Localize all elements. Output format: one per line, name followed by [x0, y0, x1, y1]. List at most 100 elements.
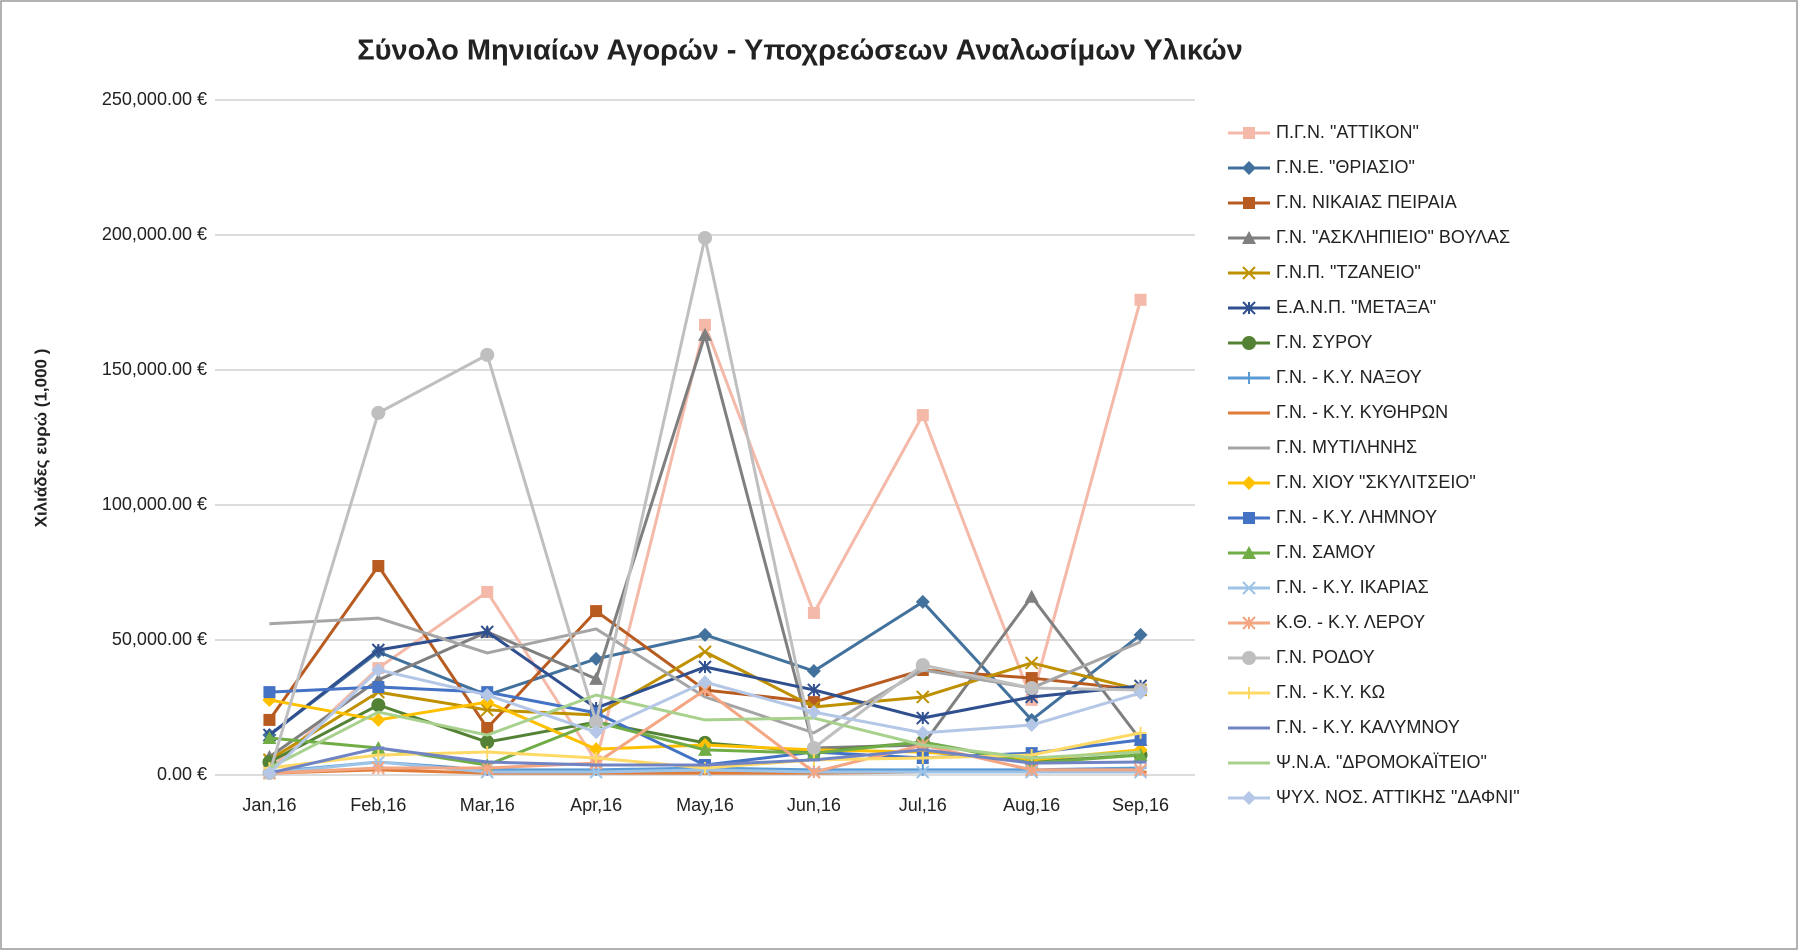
data-point [1133, 685, 1148, 700]
series-line [269, 616, 1142, 735]
data-point [806, 705, 821, 720]
legend-marker [1243, 372, 1255, 384]
data-point [371, 643, 386, 657]
data-point [372, 560, 385, 573]
data-point [806, 664, 821, 679]
legend-label: Γ.Ν. - Κ.Υ. ΝΑΞΟΥ [1276, 367, 1422, 387]
legend-label: Γ.Ν. - Κ.Υ. ΙΚΑΡΙΑΣ [1276, 577, 1429, 597]
x-tick-label: May,16 [676, 795, 734, 815]
y-tick-label: 250,000.00 € [102, 89, 207, 109]
data-point [807, 683, 821, 697]
chart-title: Σύνολο Μηνιαίων Αγορών - Υποχρεώσεων Ανα… [357, 35, 1243, 67]
legend-label: Ε.Α.Ν.Π. "ΜΕΤΑΞΑ" [1276, 297, 1436, 317]
legend-label: Γ.Ν. - Κ.Υ. ΚΥΘΗΡΩΝ [1276, 402, 1448, 422]
legend-marker [1243, 687, 1255, 699]
legend-marker [1242, 266, 1256, 280]
data-point [589, 725, 604, 740]
legend-marker [1242, 651, 1256, 665]
data-point [1024, 763, 1039, 777]
legend-marker [1242, 301, 1256, 315]
data-point [372, 749, 385, 762]
data-point [698, 645, 712, 659]
legend-marker [1242, 476, 1256, 490]
legend-marker [1243, 197, 1255, 209]
data-point [262, 766, 277, 781]
y-tick-label: 50,000.00 € [112, 629, 207, 649]
legend-label: Γ.Ν. ΜΥΤΙΛΗΝΗΣ [1276, 437, 1417, 457]
data-point [263, 686, 276, 699]
data-point [480, 703, 494, 717]
data-point [371, 662, 386, 677]
legend-label: Γ.Ν. - Κ.Υ. ΚΑΛΥΜΝΟΥ [1276, 717, 1460, 737]
x-tick-label: Jan,16 [242, 795, 296, 815]
y-tick-label: 100,000.00 € [102, 494, 207, 514]
data-point [1024, 589, 1039, 603]
legend-marker [1242, 161, 1256, 175]
legend-label: Γ.Ν.Π. "ΤΖΑΝΕΙΟ" [1276, 262, 1421, 282]
data-point [916, 711, 930, 725]
x-tick-label: Jun,16 [787, 795, 841, 815]
data-point [698, 327, 712, 341]
x-tick-label: Apr,16 [570, 795, 622, 815]
legend-marker [1242, 231, 1256, 244]
y-tick-label: 200,000.00 € [102, 224, 207, 244]
legend-label: Γ.Ν. - Κ.Υ. ΛΗΜΝΟΥ [1276, 507, 1437, 527]
data-point [1134, 726, 1147, 739]
legend-marker [1243, 127, 1255, 139]
data-point [590, 751, 603, 764]
series-line [268, 693, 1141, 770]
data-point [480, 688, 495, 703]
data-point [589, 742, 604, 757]
data-point [480, 347, 495, 362]
y-tick-label: 150,000.00 € [102, 359, 207, 379]
legend-label: Γ.Ν. "ΑΣΚΛΗΠΙΕΙΟ" ΒΟΥΛΑΣ [1276, 227, 1510, 247]
data-point [916, 765, 930, 779]
data-point [1134, 733, 1147, 746]
legend-label: Κ.Θ. - Κ.Υ. ΛΕΡΟΥ [1276, 612, 1425, 632]
data-point [480, 761, 494, 775]
data-point [481, 722, 494, 735]
data-point [480, 625, 494, 639]
data-point [915, 658, 930, 673]
legend-marker [1242, 791, 1256, 805]
data-point [698, 660, 712, 674]
legend-label: Γ.Ν. ΡΟΔΟΥ [1276, 647, 1375, 667]
data-point [1133, 627, 1148, 642]
data-point [806, 741, 821, 755]
data-point [916, 751, 929, 764]
data-point [371, 698, 386, 713]
legend-label: Γ.Ν.Ε. "ΘΡΙΑΣΙΟ" [1276, 157, 1415, 177]
data-point [807, 765, 821, 779]
x-tick-label: Jul,16 [899, 795, 947, 815]
legend-label: Γ.Ν. ΝΙΚΑΙΑΣ ΠΕΙΡΑΙΑ [1276, 192, 1457, 212]
data-point [1133, 763, 1148, 777]
data-point [481, 585, 494, 598]
legend-marker [1242, 546, 1256, 559]
legend-marker [1242, 581, 1256, 595]
legend-marker [1242, 616, 1256, 630]
x-tick-label: Aug,16 [1003, 795, 1060, 815]
legend-label: ΨΥΧ. ΝΟΣ. ΑΤΤΙΚΗΣ "ΔΑΦΝΙ" [1276, 787, 1520, 807]
legend-label: Π.Γ.Ν. "ΑΤΤΙΚΟΝ" [1276, 122, 1419, 142]
data-point [916, 690, 930, 704]
data-point [589, 671, 604, 685]
data-point [589, 651, 604, 666]
legend-label: Γ.Ν. ΧΙΟΥ "ΣΚΥΛΙΤΣΕΙΟ" [1276, 472, 1476, 492]
data-point [371, 761, 386, 775]
legend-label: Ψ.Ν.Α. "ΔΡΟΜΟΚΑΪΤΕΙΟ" [1276, 752, 1487, 772]
data-point [590, 605, 603, 618]
x-tick-label: Feb,16 [350, 795, 406, 815]
data-point [698, 742, 712, 756]
x-tick-label: Sep,16 [1112, 795, 1169, 815]
data-point [480, 695, 495, 710]
data-point [371, 712, 386, 727]
x-tick-label: Mar,16 [460, 795, 515, 815]
data-point [1025, 672, 1038, 685]
data-point [263, 713, 276, 726]
data-point [698, 675, 712, 690]
data-point [481, 746, 494, 759]
data-point [1024, 718, 1039, 733]
data-point [698, 627, 712, 642]
